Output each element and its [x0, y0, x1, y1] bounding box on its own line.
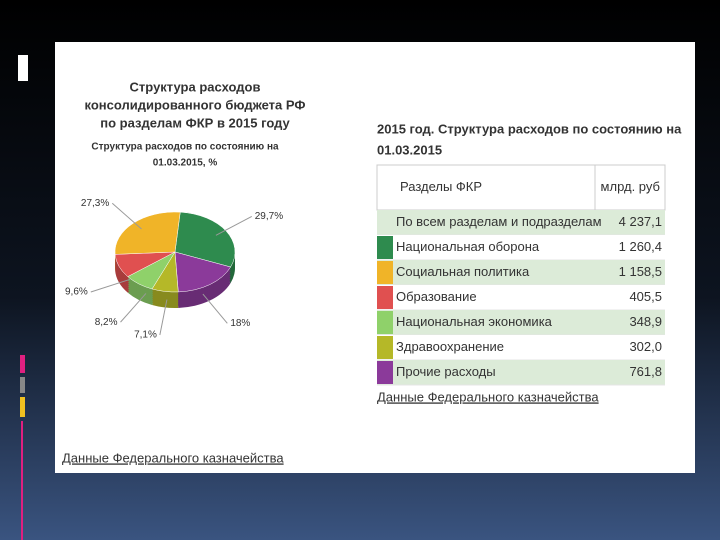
data-label: 9,6% [65, 287, 88, 298]
swatch [377, 361, 393, 384]
row-value: 302,0 [629, 339, 662, 354]
source-link[interactable]: Данные Федерального казначейства [377, 389, 599, 404]
decor [18, 55, 28, 81]
pie-chart: Структура расходов консолидированного бюд… [62, 79, 305, 465]
row-name: Прочие расходы [396, 364, 496, 379]
decor [20, 397, 25, 417]
swatch [377, 286, 393, 309]
row-name: Образование [396, 289, 477, 304]
row-value: 405,5 [629, 289, 662, 304]
swatch [377, 311, 393, 334]
row-value: 348,9 [629, 314, 662, 329]
row-name: По всем разделам и подразделам [396, 214, 602, 229]
row-bg [377, 285, 665, 310]
row-value: 4 237,1 [619, 214, 662, 229]
table-title: 2015 год. Структура расходов по состояни… [377, 121, 682, 136]
row-name: Социальная политика [396, 264, 530, 279]
header-cell: Разделы ФКР [400, 179, 482, 194]
swatch [377, 236, 393, 259]
leader-line [111, 202, 142, 230]
table-title: 01.03.2015 [377, 142, 442, 157]
row-bg [377, 360, 665, 385]
leader-line [120, 293, 147, 323]
leader-line [202, 293, 228, 324]
data-label: 27,3% [81, 198, 109, 209]
row-value: 1 158,5 [619, 264, 662, 279]
leader-line [159, 299, 168, 336]
swatch [377, 336, 393, 359]
data-label: 8,2% [95, 317, 118, 328]
chart-subtitle: Структура расходов по состоянию на [91, 142, 279, 153]
source-link[interactable]: Данные Федерального казначейства [62, 450, 284, 465]
decor [20, 377, 25, 393]
data-label: 29,7% [255, 211, 283, 222]
header-row [376, 164, 666, 211]
header-cell: млрд. руб [601, 179, 660, 194]
chart-title: по разделам ФКР в 2015 году [100, 115, 290, 130]
row-name: Здравоохранение [396, 339, 504, 354]
slice [174, 211, 236, 268]
row-bg [377, 235, 665, 260]
data-label: 18% [230, 318, 250, 329]
row-name: Национальная экономика [396, 314, 553, 329]
row-value: 761,8 [629, 364, 662, 379]
row-bg [377, 310, 665, 335]
row-name: Национальная оборона [396, 239, 540, 254]
chart-subtitle: 01.03.2015, % [153, 158, 218, 169]
slice [114, 211, 181, 255]
row-bg [377, 260, 665, 285]
data-label: 7,1% [134, 330, 157, 341]
chart-title: Структура расходов [130, 79, 261, 94]
table: 2015 год. Структура расходов по состояни… [376, 121, 682, 404]
slice [174, 251, 232, 293]
decor [20, 355, 25, 373]
decor [21, 421, 23, 540]
row-bg [377, 335, 665, 360]
row-value: 1 260,4 [619, 239, 662, 254]
row-bg [377, 210, 665, 235]
leader-line [90, 278, 131, 293]
chart-title: консолидированного бюджета РФ [85, 97, 306, 112]
swatch [377, 261, 393, 284]
leader-line [215, 216, 252, 236]
